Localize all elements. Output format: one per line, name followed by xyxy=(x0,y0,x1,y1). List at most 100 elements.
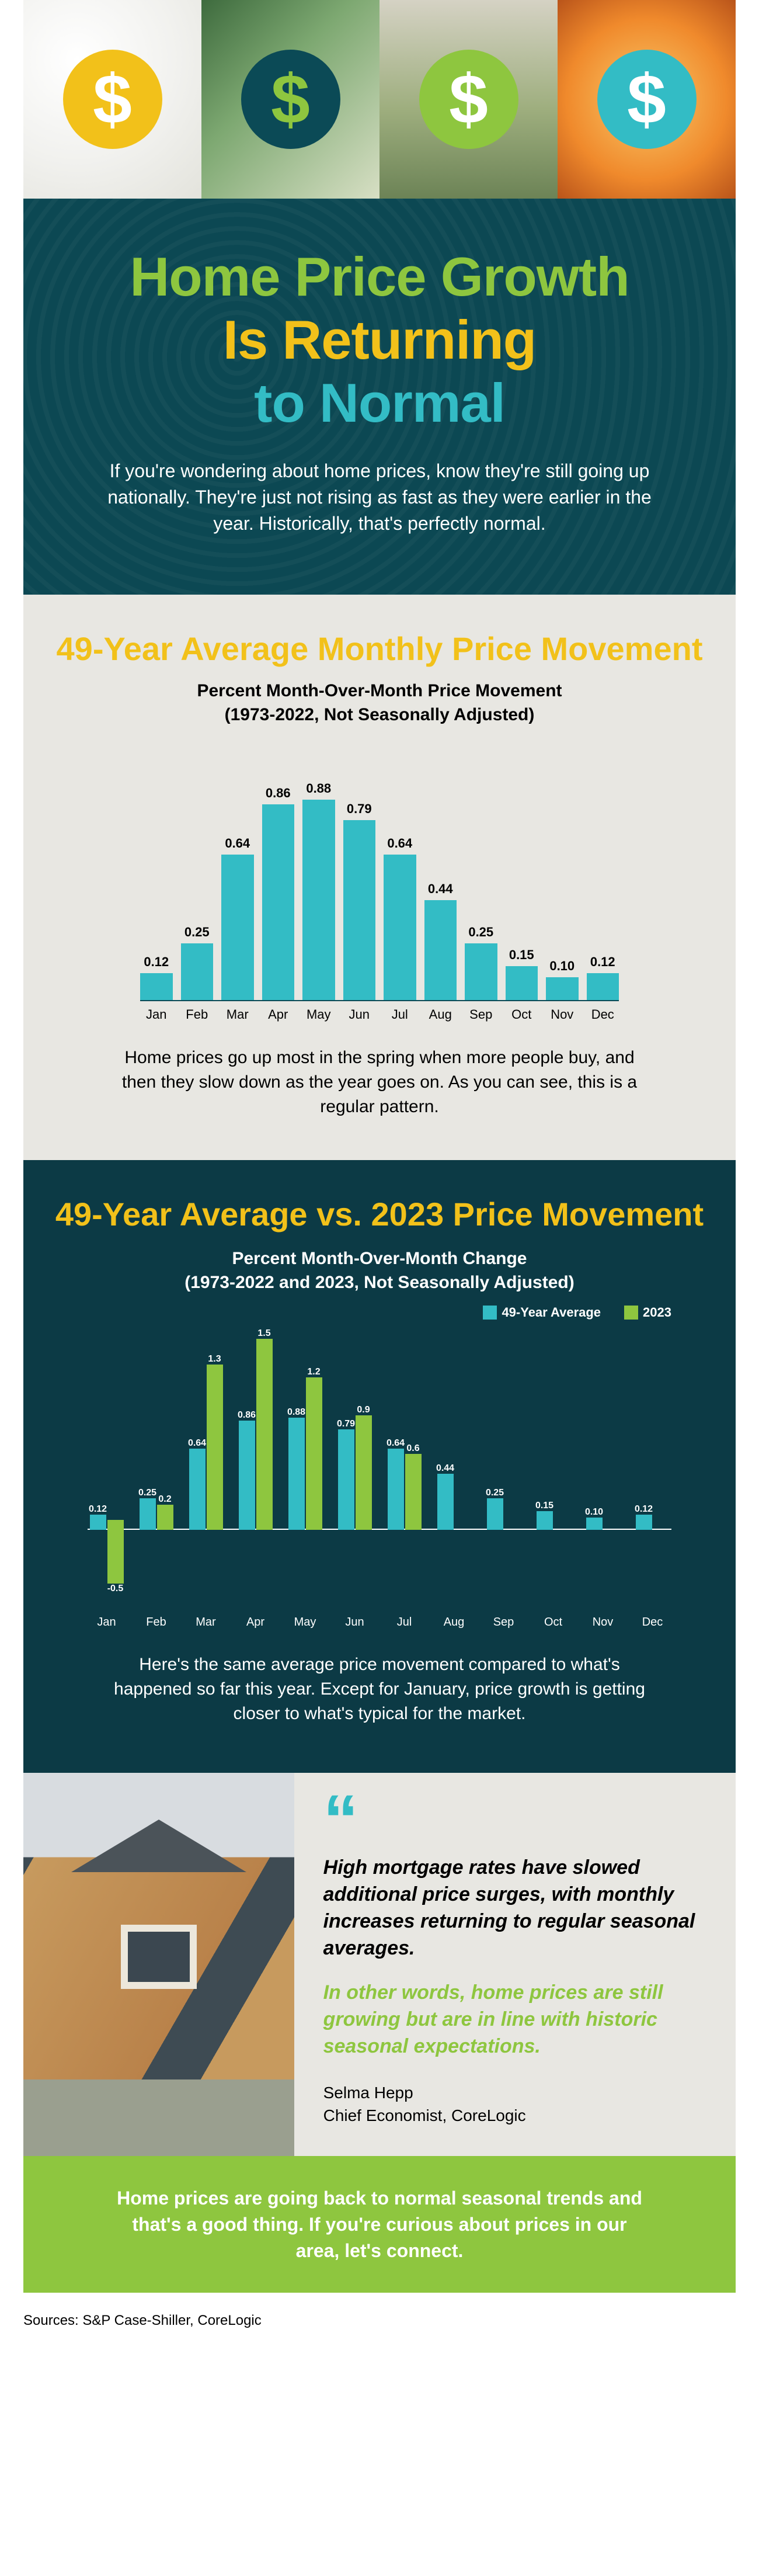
title-line2: Is Returning xyxy=(53,308,706,372)
chart2-bar: 0.12 xyxy=(90,1504,106,1530)
chart2-bar-rect xyxy=(288,1418,305,1530)
chart2-value: 0.86 xyxy=(238,1410,256,1421)
season-fall: $ xyxy=(558,0,736,199)
chart1-bar-rect xyxy=(140,973,173,1001)
chart2-value: 0.25 xyxy=(138,1488,156,1498)
chart1-bar: 0.12 xyxy=(140,954,173,1001)
chart2-subtitle: Percent Month-Over-Month Change (1973-20… xyxy=(47,1247,712,1294)
chart1-bar: 0.12 xyxy=(587,954,619,1001)
chart1-category: Sep xyxy=(465,1007,497,1022)
chart1-category: Feb xyxy=(181,1007,214,1022)
chart2-bar: -0.5 xyxy=(107,1520,124,1594)
quote-mark-icon: “ xyxy=(323,1802,706,1837)
house-image xyxy=(23,1773,294,2156)
chart1-paragraph: Home prices go up most in the spring whe… xyxy=(117,1046,642,1119)
quote-paragraph2: In other words, home prices are still gr… xyxy=(323,1980,706,2060)
chart2-category: Dec xyxy=(633,1616,671,1629)
chart2-value: 0.15 xyxy=(535,1501,553,1511)
chart2-bar-rect xyxy=(157,1505,173,1530)
chart1-value: 0.12 xyxy=(144,954,169,970)
quote-attribution: Selma Hepp Chief Economist, CoreLogic xyxy=(323,2081,706,2127)
dollar-badge-fall: $ xyxy=(597,50,697,149)
chart2-category: Apr xyxy=(236,1616,274,1629)
chart2-bar-rect xyxy=(487,1498,503,1530)
chart1-bar-rect xyxy=(506,966,538,1001)
title-line3: to Normal xyxy=(53,372,706,435)
chart1-bar: 0.64 xyxy=(221,836,254,1001)
chart2-category: Oct xyxy=(534,1616,572,1629)
chart2-title: 49-Year Average vs. 2023 Price Movement xyxy=(47,1195,712,1233)
chart1-bar-rect xyxy=(546,977,579,1000)
chart1-bar: 0.25 xyxy=(465,925,497,1001)
chart2-section: 49-Year Average vs. 2023 Price Movement … xyxy=(23,1160,736,1773)
chart2-bar: 1.3 xyxy=(207,1354,223,1530)
chart1-value: 0.12 xyxy=(590,954,615,970)
chart1-bar-rect xyxy=(262,804,295,1000)
chart1-category: Jan xyxy=(140,1007,173,1022)
chart2-category: Aug xyxy=(435,1616,473,1629)
chart1-bar-rect xyxy=(302,800,335,1000)
chart2-value: 0.12 xyxy=(89,1504,107,1515)
chart2-value: 0.88 xyxy=(287,1407,305,1418)
chart2-value: -0.5 xyxy=(107,1584,124,1594)
chart2-bar-rect xyxy=(140,1498,156,1530)
chart2-bar: 0.25 xyxy=(140,1488,156,1530)
chart2-bar: 0.88 xyxy=(288,1407,305,1530)
chart1-bar: 0.86 xyxy=(262,786,295,1000)
chart1-value: 0.25 xyxy=(184,925,210,940)
chart2-category: Jun xyxy=(336,1616,374,1629)
title-paragraph: If you're wondering about home prices, k… xyxy=(93,458,666,536)
chart1-bar: 0.64 xyxy=(384,836,416,1001)
dollar-badge-winter: $ xyxy=(63,50,162,149)
chart2-value: 0.9 xyxy=(357,1405,370,1415)
chart1-value: 0.86 xyxy=(266,786,291,801)
chart2-category: Nov xyxy=(584,1616,622,1629)
chart2-group: 0.250.2 xyxy=(137,1326,175,1606)
chart2-category: Mar xyxy=(187,1616,225,1629)
chart2-bar: 0.79 xyxy=(338,1419,354,1530)
chart2-group: 0.25 xyxy=(485,1326,523,1606)
chart2-category: Jul xyxy=(385,1616,423,1629)
season-summer: $ xyxy=(379,0,558,199)
chart1-category: Jul xyxy=(384,1007,416,1022)
sources: Sources: S&P Case-Shiller, CoreLogic xyxy=(23,2293,736,2358)
chart2-bar-rect xyxy=(636,1515,652,1530)
chart1-bar: 0.88 xyxy=(302,781,335,1000)
chart2-bar: 0.9 xyxy=(356,1405,372,1530)
cta-footer: Home prices are going back to normal sea… xyxy=(23,2156,736,2293)
chart2-value: 1.2 xyxy=(307,1367,320,1377)
chart2-group: 0.12 -0.5 xyxy=(88,1326,126,1606)
chart2-value: 1.5 xyxy=(257,1328,270,1339)
chart1-bar-rect xyxy=(424,900,457,1001)
chart1-value: 0.64 xyxy=(225,836,250,851)
quote-body: “ High mortgage rates have slowed additi… xyxy=(294,1773,736,2156)
chart1-category: Aug xyxy=(424,1007,457,1022)
chart2-bar-rect xyxy=(405,1454,422,1530)
chart2-bar: 0.2 xyxy=(157,1494,173,1530)
chart1-category: Dec xyxy=(587,1007,619,1022)
chart2-bar: 0.12 xyxy=(636,1504,652,1530)
chart1-value: 0.79 xyxy=(347,801,372,817)
chart2-category: May xyxy=(286,1616,324,1629)
chart2-value: 0.79 xyxy=(337,1419,355,1429)
chart2-value: 0.64 xyxy=(387,1438,405,1449)
quote-section: “ High mortgage rates have slowed additi… xyxy=(23,1773,736,2156)
chart1-value: 0.10 xyxy=(549,959,575,974)
chart2-bar: 0.86 xyxy=(239,1410,255,1530)
chart1-category: Oct xyxy=(506,1007,538,1022)
chart2-bar-rect xyxy=(586,1518,603,1530)
chart2-bar-rect xyxy=(256,1339,273,1530)
seasons-header: $ $ $ $ xyxy=(23,0,736,199)
chart1-title: 49-Year Average Monthly Price Movement xyxy=(47,630,712,668)
title-line1: Home Price Growth xyxy=(53,245,706,308)
chart1-category: Mar xyxy=(221,1007,254,1022)
chart2-bar-rect xyxy=(189,1449,206,1530)
chart2-bar-rect xyxy=(356,1415,372,1530)
chart2-bar: 0.64 xyxy=(189,1438,206,1530)
chart2-group: 0.12 xyxy=(633,1326,671,1606)
chart1-value: 0.88 xyxy=(306,781,331,796)
dollar-badge-summer: $ xyxy=(419,50,518,149)
title-block: Home Price Growth Is Returning to Normal… xyxy=(23,199,736,595)
chart1-category: Nov xyxy=(546,1007,579,1022)
season-winter: $ xyxy=(23,0,201,199)
